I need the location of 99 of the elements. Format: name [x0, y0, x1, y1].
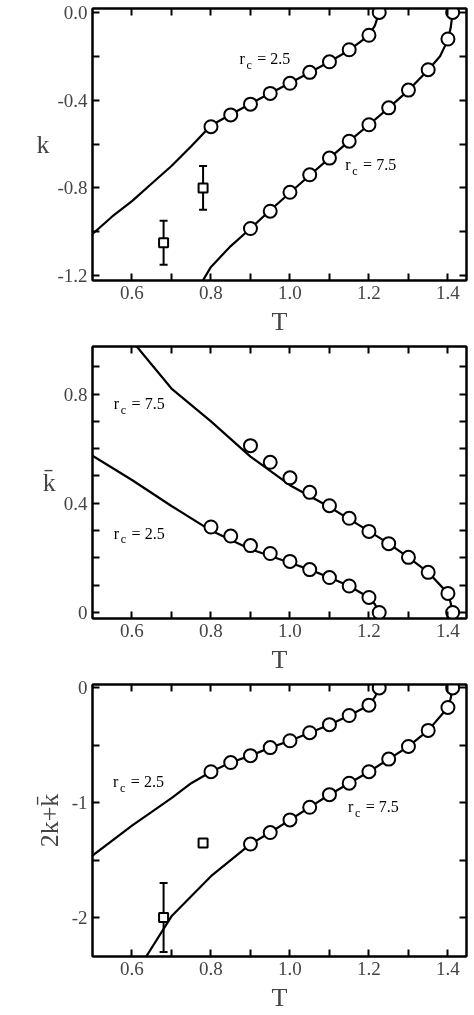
- point: [420, 62, 436, 78]
- point: [242, 748, 258, 764]
- y-tick-label: 0: [78, 677, 88, 699]
- point: [282, 75, 298, 91]
- point: [440, 585, 456, 601]
- point: [158, 911, 170, 923]
- x-tick-label: 0.8: [199, 619, 223, 641]
- y-tick-label: -0.4: [57, 89, 88, 111]
- point: [302, 167, 318, 183]
- point: [321, 570, 337, 586]
- point: [262, 85, 278, 101]
- x-tick-label: 0.8: [199, 281, 223, 303]
- point: [223, 755, 239, 771]
- point: [242, 96, 258, 112]
- point: [262, 546, 278, 561]
- y-tick-label: -2: [71, 906, 88, 928]
- point: [420, 722, 436, 738]
- point: [282, 812, 298, 828]
- x-tick-label: 1.4: [436, 619, 461, 641]
- x-tick-label: 0.6: [120, 281, 144, 303]
- point: [223, 107, 239, 123]
- point: [242, 221, 258, 236]
- point: [445, 605, 461, 619]
- point: [242, 438, 258, 454]
- x-tick-label: 1.0: [278, 957, 302, 979]
- point: [302, 64, 318, 80]
- point: [158, 237, 170, 249]
- point: [282, 733, 298, 749]
- point: [203, 764, 219, 780]
- point: [197, 182, 209, 194]
- y-tick-label: -1.2: [57, 265, 88, 287]
- y-tick-label: 0: [78, 601, 88, 623]
- point: [262, 203, 278, 219]
- x-axis-title: T: [271, 306, 288, 336]
- x-tick-label: 1.2: [357, 619, 381, 641]
- point: [341, 133, 357, 149]
- point: [440, 699, 456, 715]
- point: [371, 684, 387, 696]
- point: [361, 27, 377, 43]
- point: [302, 799, 318, 815]
- point: [223, 528, 239, 544]
- y-tick-label: 0.0: [63, 1, 88, 23]
- point: [341, 708, 357, 723]
- point: [361, 589, 377, 605]
- point: [341, 578, 357, 594]
- point: [203, 119, 219, 135]
- point: [242, 538, 258, 554]
- point: [341, 775, 357, 791]
- point: [371, 8, 387, 20]
- x-tick-label: 1.4: [436, 281, 461, 303]
- point: [321, 54, 337, 70]
- point: [381, 536, 397, 552]
- point: [341, 42, 357, 58]
- point: [400, 738, 416, 754]
- point: [262, 740, 278, 756]
- point: [371, 605, 387, 619]
- y-axis-title: 2k+k̄: [34, 793, 64, 848]
- point: [321, 787, 337, 803]
- point: [400, 549, 416, 565]
- x-tick-label: 0.8: [199, 957, 223, 979]
- point: [302, 562, 318, 578]
- point: [203, 519, 219, 535]
- point: [381, 751, 397, 767]
- point: [420, 564, 436, 580]
- x-axis-title: T: [271, 644, 288, 674]
- point: [381, 100, 397, 116]
- x-tick-label: 1.0: [278, 281, 302, 303]
- x-tick-label: 0.6: [120, 619, 144, 641]
- x-tick-label: 1.2: [357, 281, 381, 303]
- point: [440, 31, 456, 47]
- point: [302, 725, 318, 741]
- y-axis-title: k: [36, 130, 50, 159]
- x-tick-label: 0.6: [120, 957, 144, 979]
- point: [321, 150, 337, 166]
- point: [361, 697, 377, 713]
- point: [321, 717, 337, 733]
- point: [197, 837, 209, 849]
- y-axis-title: k̄: [42, 468, 56, 497]
- point: [262, 454, 278, 470]
- point: [282, 470, 298, 486]
- point: [361, 523, 377, 539]
- point: [321, 498, 337, 514]
- point: [361, 764, 377, 780]
- y-tick-label: 0.4: [63, 492, 88, 514]
- point: [282, 553, 298, 569]
- point: [242, 836, 258, 852]
- x-tick-label: 1.4: [436, 957, 461, 979]
- point: [361, 117, 377, 133]
- point: [400, 82, 416, 98]
- point: [282, 184, 298, 200]
- x-tick-label: 1.0: [278, 619, 302, 641]
- x-tick-label: 1.2: [357, 957, 381, 979]
- point: [262, 825, 278, 841]
- y-tick-label: -1: [71, 792, 88, 814]
- x-axis-title: T: [271, 982, 288, 1012]
- point: [341, 510, 357, 526]
- y-tick-label: -0.8: [57, 177, 88, 199]
- y-tick-label: 0.8: [63, 383, 88, 405]
- point: [302, 484, 318, 500]
